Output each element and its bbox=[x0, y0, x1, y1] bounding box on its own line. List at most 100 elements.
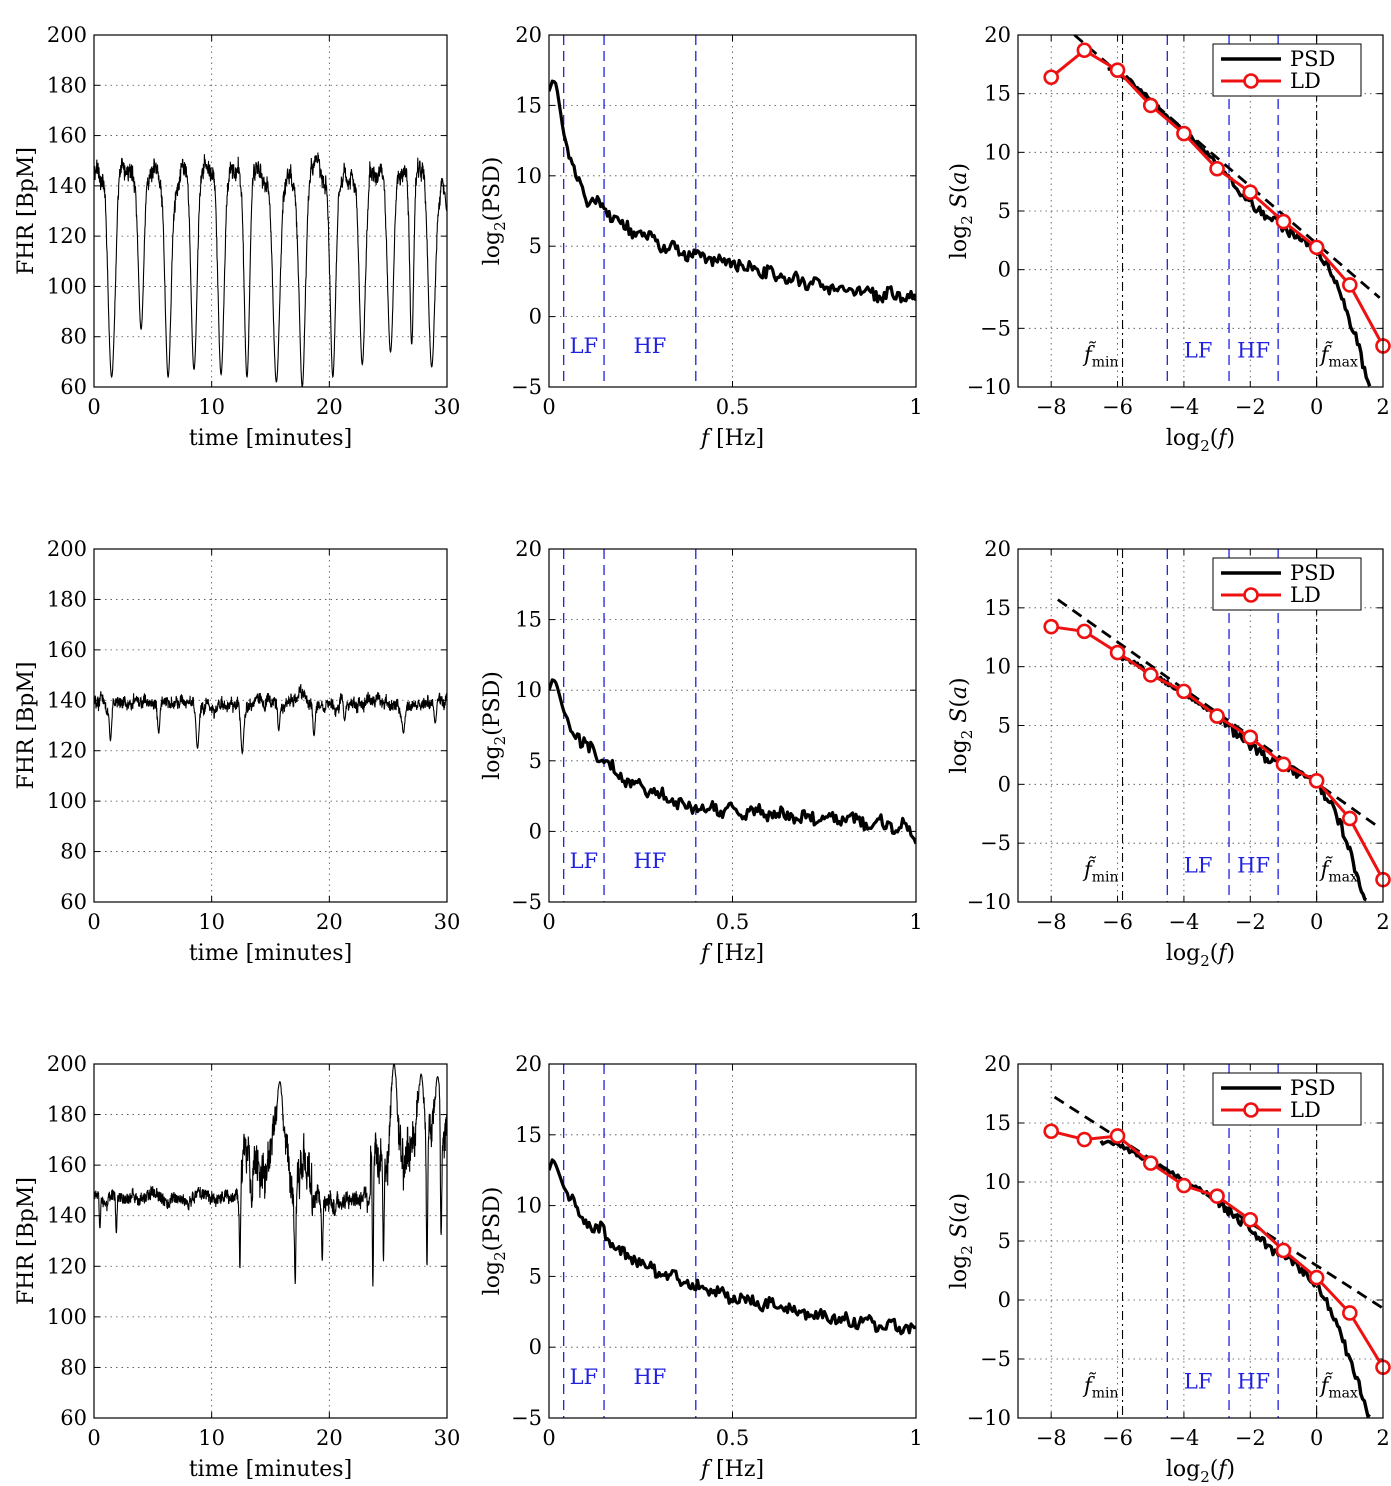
ld-point bbox=[1342, 277, 1358, 293]
y-axis-label-s: S bbox=[947, 1223, 972, 1238]
x-tick-label: −4 bbox=[1168, 395, 1199, 419]
y-axis-label-base: log bbox=[947, 225, 972, 259]
y-axis-label-s: S bbox=[947, 708, 972, 723]
x-tick-label: 0 bbox=[87, 910, 100, 934]
x-tick-label: 20 bbox=[316, 910, 343, 934]
x-tick-label: 1 bbox=[909, 1426, 922, 1450]
y-tick-label: 0 bbox=[529, 819, 542, 843]
psd-curve bbox=[549, 678, 916, 845]
x-tick-label: 2 bbox=[1376, 1426, 1389, 1450]
x-tick-label: 0.5 bbox=[716, 395, 749, 419]
axes-frame bbox=[1017, 548, 1384, 903]
axes-frame bbox=[548, 34, 917, 388]
y-tick-label: 0 bbox=[998, 1288, 1011, 1312]
grid bbox=[549, 35, 916, 387]
y-axis-label-rest: (PSD) bbox=[480, 671, 505, 736]
y-axis-label: FHR [BpM] bbox=[14, 1177, 39, 1305]
ld-point bbox=[1142, 667, 1159, 683]
y-axis-label: log2(PSD) bbox=[480, 157, 509, 266]
fmin-label: f̃min bbox=[1082, 857, 1119, 886]
y-tick-label: 5 bbox=[529, 234, 542, 258]
y-tick-label: −5 bbox=[980, 1347, 1011, 1371]
ld-point bbox=[1209, 708, 1225, 724]
y-tick-label: 15 bbox=[515, 93, 542, 117]
x-tick-label: 20 bbox=[316, 1426, 343, 1450]
ld-point bbox=[1076, 623, 1093, 640]
legend-ld-label: LD bbox=[1290, 1098, 1321, 1122]
x-axis-label-base: log bbox=[1166, 941, 1200, 966]
y-tick-label: 0 bbox=[529, 1335, 542, 1359]
ld-series-line bbox=[1050, 1129, 1385, 1369]
legend-box bbox=[1212, 1072, 1362, 1126]
y-tick-label: 20 bbox=[984, 1052, 1011, 1076]
ld-point bbox=[1176, 683, 1192, 700]
y-axis-label-close: ) bbox=[947, 677, 972, 686]
regression-fit-line bbox=[1073, 35, 1381, 299]
lf-band-label: LF bbox=[570, 849, 599, 873]
x-axis-label-rest: ( bbox=[1210, 1457, 1219, 1482]
y-tick-label: 20 bbox=[515, 537, 542, 561]
y-tick-label: 5 bbox=[998, 714, 1011, 738]
x-tick-label: 0.5 bbox=[716, 910, 749, 934]
x-tick-label: −8 bbox=[1036, 395, 1067, 419]
axes-frame bbox=[1017, 34, 1384, 388]
y-tick-label: 10 bbox=[984, 140, 1011, 164]
ld-point bbox=[1275, 1242, 1292, 1259]
panel-0: 0 10 20 30 60 80 100 120 140 160 180 200 time [minut… bbox=[14, 23, 460, 451]
fmin-label: f̃min bbox=[1082, 1373, 1119, 1402]
y-tick-label: −5 bbox=[980, 316, 1011, 340]
x-tick-label: 10 bbox=[198, 395, 225, 419]
x-axis-label-unit: [Hz] bbox=[709, 941, 764, 966]
y-tick-label: 15 bbox=[515, 1123, 542, 1147]
y-tick-label: 200 bbox=[47, 537, 87, 561]
y-axis-label: log2 S(a) bbox=[947, 677, 976, 773]
y-tick-label: 160 bbox=[47, 638, 87, 662]
x-axis-label-base: log bbox=[1166, 1457, 1200, 1482]
lf-band-label: LF bbox=[1184, 339, 1213, 363]
fmax-label-sub: max bbox=[1328, 355, 1358, 371]
y-axis-label-sub: 2 bbox=[491, 736, 509, 746]
ld-point bbox=[1209, 1188, 1225, 1204]
y-tick-label: 180 bbox=[47, 73, 87, 97]
y-tick-label: 140 bbox=[47, 1204, 87, 1228]
x-tick-label: 0 bbox=[87, 395, 100, 419]
y-tick-label: 200 bbox=[47, 1052, 87, 1076]
fmax-label: f̃max bbox=[1319, 342, 1358, 371]
y-axis-label-sub: 2 bbox=[958, 1245, 976, 1255]
y-tick-label: 5 bbox=[529, 1264, 542, 1288]
x-tick-label: −6 bbox=[1102, 395, 1133, 419]
y-tick-label: 180 bbox=[47, 587, 87, 611]
legend-psd-label: PSD bbox=[1290, 47, 1335, 71]
x-axis-label: log2(f) bbox=[1166, 426, 1235, 455]
x-tick-label: 10 bbox=[198, 1426, 225, 1450]
y-axis-label-sub: 2 bbox=[958, 730, 976, 740]
ld-point bbox=[1275, 756, 1292, 773]
axes-frame bbox=[548, 548, 917, 903]
y-tick-label: 10 bbox=[984, 655, 1011, 679]
y-tick-label: 60 bbox=[60, 890, 87, 914]
legend-ld-marker bbox=[1243, 587, 1259, 603]
hf-band-label: HF bbox=[633, 334, 666, 358]
y-tick-label: 10 bbox=[984, 1170, 1011, 1194]
panel-2: −8 −6 −4 −2 0 2 −10 −5 0 5 10 15 20 LF HF f̃min f̃max PSD… bbox=[947, 23, 1391, 455]
y-axis-label-base: log bbox=[947, 739, 972, 773]
y-tick-label: 10 bbox=[515, 678, 542, 702]
y-axis-label: log2 S(a) bbox=[947, 163, 976, 259]
hf-band-label: HF bbox=[633, 1365, 666, 1389]
y-axis-label-close: ) bbox=[947, 1193, 972, 1202]
legend-ld-marker bbox=[1243, 73, 1259, 89]
x-tick-label: 0 bbox=[542, 395, 555, 419]
psd-curve bbox=[549, 1158, 916, 1336]
x-axis-label: time [minutes] bbox=[189, 1457, 352, 1482]
lf-band-label: LF bbox=[570, 1365, 599, 1389]
fmin-label-sub: min bbox=[1092, 355, 1119, 371]
panel-3: 0 10 20 30 60 80 100 120 140 160 180 200 time [minut… bbox=[14, 537, 460, 966]
psd-series-line bbox=[1099, 1139, 1371, 1418]
ld-point bbox=[1109, 62, 1126, 78]
x-axis-label-sub: 2 bbox=[1200, 1468, 1210, 1486]
y-tick-label: 160 bbox=[47, 1153, 87, 1177]
y-axis-label-base: log bbox=[480, 745, 505, 779]
y-tick-label: −5 bbox=[980, 831, 1011, 855]
